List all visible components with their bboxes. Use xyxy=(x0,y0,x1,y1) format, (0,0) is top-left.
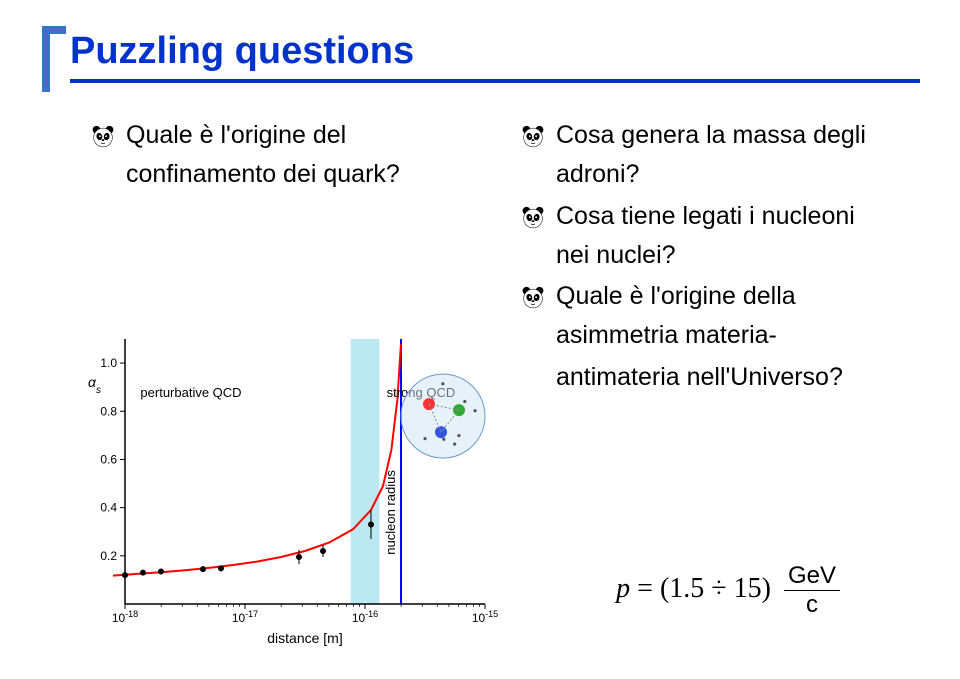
svg-text:0.4: 0.4 xyxy=(100,501,117,515)
panda-icon xyxy=(90,124,116,150)
bullet-text-continuation: asimmetria materia- xyxy=(556,320,930,351)
svg-text:0.2: 0.2 xyxy=(100,549,117,563)
svg-text:distance [m]: distance [m] xyxy=(267,630,342,646)
panda-icon xyxy=(520,205,546,231)
bullet-text-continuation: nei nuclei? xyxy=(556,240,930,271)
bullet-item: Quale è l'origine della xyxy=(520,281,930,312)
bullet-text: Quale è l'origine del xyxy=(126,120,346,151)
formula-denominator: c xyxy=(784,591,840,619)
bullet-text-continuation: adroni? xyxy=(556,159,930,190)
bullet-text-continuation: confinamento dei quark? xyxy=(126,159,500,190)
bullet-text: Cosa tiene legati i nucleoni xyxy=(556,201,855,232)
bullet-item: Cosa genera la massa degli xyxy=(520,120,930,151)
bullet-text: Quale è l'origine della xyxy=(556,281,796,312)
svg-text:10-18: 10-18 xyxy=(112,609,138,625)
title-bracket xyxy=(38,26,68,96)
bullet-text: Cosa genera la massa degli xyxy=(556,120,866,151)
alpha-s-chart: 0.2 0.4 0.6 0.8 1.0 10-18 10-17 10-16 10-15 dista… xyxy=(70,329,500,649)
title-underline xyxy=(70,79,920,83)
bullet-item: Cosa tiene legati i nucleoni xyxy=(520,201,930,232)
svg-text:αs: αs xyxy=(88,374,101,396)
svg-text:10-16: 10-16 xyxy=(352,609,378,625)
bullet-text-continuation: antimateria nell'Universo? xyxy=(556,362,930,393)
formula-var: p xyxy=(616,573,630,604)
bullet-item: Quale è l'origine del xyxy=(90,120,500,151)
svg-text:10-17: 10-17 xyxy=(232,609,258,625)
formula-equals: = xyxy=(637,573,653,604)
panda-icon xyxy=(520,285,546,311)
formula-numerator: GeV xyxy=(784,562,840,591)
page-title: Puzzling questions xyxy=(70,30,920,73)
title-block: Puzzling questions xyxy=(70,30,920,83)
svg-text:1.0: 1.0 xyxy=(100,356,117,370)
right-column: Cosa genera la massa degli adroni? Cosa t… xyxy=(520,120,930,403)
svg-text:nucleon radius: nucleon radius xyxy=(383,470,398,555)
svg-text:perturbative QCD: perturbative QCD xyxy=(140,385,241,400)
formula-range: (1.5 ÷ 15) xyxy=(660,573,771,604)
panda-icon xyxy=(520,124,546,150)
svg-text:10-15: 10-15 xyxy=(472,609,498,625)
svg-text:0.8: 0.8 xyxy=(100,404,117,418)
momentum-formula: p = (1.5 ÷ 15) GeV c xyxy=(616,562,840,619)
formula-fraction: GeV c xyxy=(784,562,840,619)
svg-text:0.6: 0.6 xyxy=(100,452,117,466)
